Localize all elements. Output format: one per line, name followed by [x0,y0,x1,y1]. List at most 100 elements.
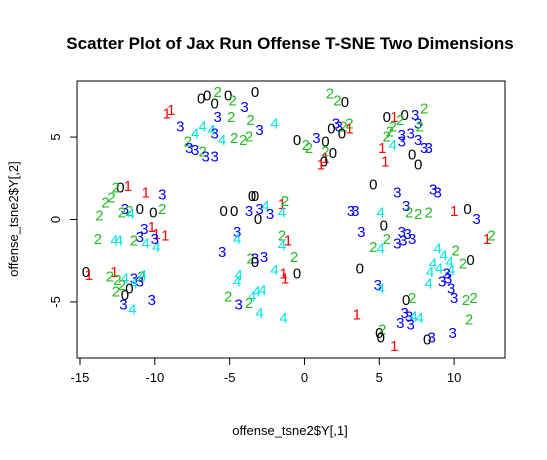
data-point-label: 3 [255,122,263,139]
data-point-label: 3 [404,226,412,243]
data-point-label: 4 [128,302,136,319]
data-point-label: 0 [338,125,346,142]
data-point-label: 0 [321,134,329,151]
data-point-label: 0 [293,132,301,149]
data-point-label: 0 [224,87,232,104]
y-tick-label: 0 [48,216,63,223]
data-point-label: 1 [390,109,398,126]
data-point-label: 0 [293,265,301,282]
data-point-label: 3 [399,232,407,249]
data-point-label: 4 [389,137,397,154]
data-point-label: 2 [227,109,235,126]
data-point-label: 4 [233,231,241,248]
data-point-label: 1 [124,178,132,195]
data-point-label: 2 [112,180,120,197]
data-point-label: 1 [110,264,118,281]
data-point-label: 4 [127,206,135,223]
x-tick-label: 5 [376,370,383,385]
data-point-label: 0 [402,292,410,309]
data-point-label: 1 [281,270,289,287]
data-point-label: 1 [317,157,325,174]
data-point-label: 2 [333,92,341,109]
data-point-label: 3 [357,224,365,241]
data-point-label: 0 [248,188,256,205]
data-point-label: 1 [378,140,386,157]
y-tick-label: 5 [48,133,63,140]
data-point-label: 2 [94,231,102,248]
data-point-label: 3 [213,109,221,126]
data-point-label: 2 [95,208,103,225]
data-point-label: 3 [444,270,452,287]
data-point-label: 3 [396,315,404,332]
data-point-label: 2 [408,290,416,307]
data-point-label: 2 [113,272,121,289]
data-point-label: 3 [176,119,184,136]
data-point-label: 0 [125,280,133,297]
data-point-label: 4 [429,256,437,273]
data-point-label: 3 [130,270,138,287]
y-axis-label: offense_tsne2$Y[,2] [6,161,21,276]
data-point-label: 0 [383,109,391,126]
data-point-label: 4 [152,239,160,256]
data-point-label: 4 [377,241,385,258]
data-point-label: 3 [185,140,193,157]
data-point-label: 3 [398,134,406,151]
data-point-label: 4 [377,280,385,297]
data-point-label: 0 [369,176,377,193]
data-point-label: 2 [125,203,133,220]
data-point-label: 0 [414,157,422,174]
data-point-label: 2 [396,112,404,129]
data-point-label: 3 [347,203,355,220]
chart-title: Scatter Plot of Jax Run Offense T-SNE Tw… [66,34,513,53]
data-point-label: 0 [463,201,471,218]
data-point-label: 3 [140,221,148,238]
data-point-label: 1 [390,338,398,355]
data-point-label: 0 [219,203,227,220]
x-tick-label: -15 [71,370,90,385]
data-point-label: 4 [377,204,385,221]
data-point-label: 3 [407,125,415,142]
data-point-label: 3 [442,265,450,282]
x-axis-label: offense_tsne2$Y[,1] [232,423,347,438]
data-point-label: 4 [439,247,447,264]
data-point-label: 3 [312,130,320,147]
data-point-label: 2 [416,119,424,136]
data-point-label: 3 [136,229,144,246]
data-point-label: 2 [369,239,377,256]
data-point-label: 3 [218,244,226,261]
data-point-label: 1 [167,102,175,119]
data-point-label: 3 [433,185,441,202]
data-point-label: 0 [203,87,211,104]
data-point-label: 4 [261,198,269,215]
data-point-label: 3 [211,125,219,142]
data-point-label: 4 [255,305,263,322]
data-point-label: 3 [374,277,382,294]
data-point-label: 4 [199,119,207,136]
data-point-label: 3 [398,224,406,241]
data-point-label: 3 [158,186,166,203]
data-point-label: 3 [136,274,144,291]
data-point-label: 2 [281,193,289,210]
data-point-label: 0 [375,325,383,342]
data-point-label: 2 [245,295,253,312]
data-point-label: 2 [239,132,247,149]
data-point-label: 4 [110,232,118,249]
data-point-label: 0 [116,180,124,197]
data-point-label: 1 [353,307,361,324]
data-point-label: 4 [142,236,150,253]
data-point-label: 4 [426,264,434,281]
data-point-label: 0 [82,264,90,281]
data-point-label: 4 [139,267,147,284]
data-point-label: 4 [208,122,216,139]
data-point-label: 2 [386,124,394,141]
data-point-label: 3 [202,148,210,165]
data-point-label: 0 [197,91,205,108]
data-point-label: 1 [161,227,169,244]
data-point-label: 4 [278,237,286,254]
data-point-label: 3 [420,140,428,157]
data-point-label: 2 [290,249,298,266]
data-point-label: 2 [101,195,109,212]
data-point-label: 2 [158,201,166,218]
data-point-label: 0 [329,145,337,162]
data-point-label: 2 [414,206,422,223]
